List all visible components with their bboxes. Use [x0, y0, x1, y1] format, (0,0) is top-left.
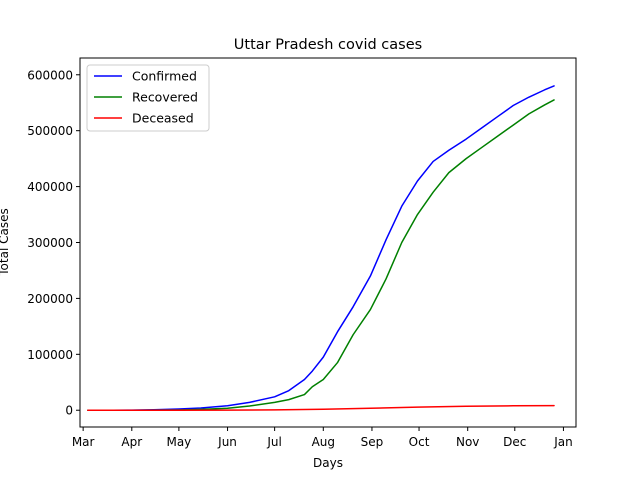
legend-label-recovered: Recovered — [132, 90, 198, 105]
x-tick-label: Mar — [72, 435, 95, 449]
y-tick-label: 600000 — [27, 68, 73, 82]
y-tick-label: 0 — [65, 404, 73, 418]
y-tick-label: 500000 — [27, 124, 73, 138]
x-tick-label: Nov — [456, 435, 479, 449]
x-tick-label: Jan — [553, 435, 573, 449]
x-tick-label: Apr — [121, 435, 142, 449]
x-tick-label: May — [166, 435, 191, 449]
x-tick-label: Jun — [217, 435, 237, 449]
legend-box — [86, 64, 210, 132]
x-tick-label: Sep — [361, 435, 384, 449]
y-tick-label: 300000 — [27, 236, 73, 250]
series-layer — [87, 85, 555, 411]
y-axis: 0 100000 200000 300000 400000 500000 600000 — [27, 68, 80, 418]
series-line-confirmed — [87, 85, 555, 411]
series-line-deceased — [87, 404, 555, 411]
legend-label-confirmed: Confirmed — [132, 69, 197, 84]
legend: Confirmed Recovered Deceased — [86, 64, 210, 132]
x-tick-label: Dec — [503, 435, 526, 449]
legend-label-deceased: Deceased — [132, 111, 194, 126]
x-tick-label: Jul — [266, 435, 281, 449]
y-tick-label: 200000 — [27, 292, 73, 306]
x-tick-label: Aug — [312, 435, 335, 449]
x-axis-label: Days — [313, 456, 343, 470]
x-tick-label: Oct — [409, 435, 430, 449]
y-axis-label: Total Cases — [0, 208, 11, 276]
y-tick-label: 100000 — [27, 348, 73, 362]
x-axis: Mar Apr May Jun Jul Aug Sep Oct Nov Dec Jan — [72, 427, 573, 449]
chart-title: Uttar Pradesh covid cases — [234, 37, 422, 53]
y-tick-label: 400000 — [27, 180, 73, 194]
